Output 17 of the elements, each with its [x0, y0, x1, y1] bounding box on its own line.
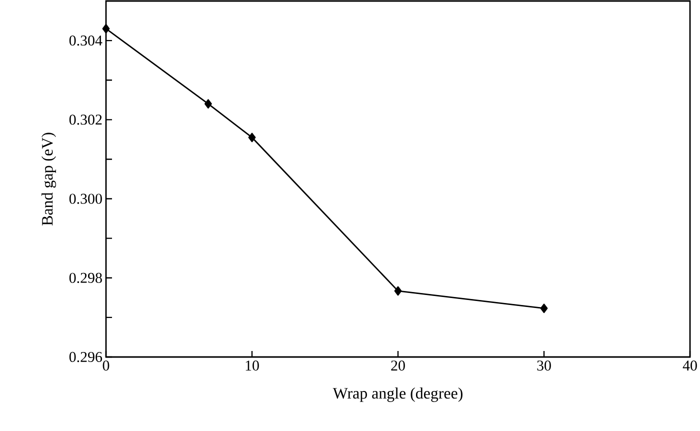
point: [394, 286, 402, 296]
y-tick-label: 0.300: [69, 194, 102, 204]
x-tick-label: 30: [537, 360, 551, 371]
point: [102, 24, 110, 34]
x-axis-title: Wrap angle (degree): [332, 387, 462, 402]
x-tick-label: 20: [391, 360, 405, 371]
x-tick-label: 40: [682, 360, 697, 371]
y-tick-label: 0.302: [69, 114, 102, 125]
x-tick-label: 10: [246, 360, 259, 371]
point: [248, 132, 256, 142]
y-axis-title: Band gap (eV): [42, 132, 56, 226]
point: [204, 99, 212, 109]
y-tick-label: 0.298: [69, 272, 102, 283]
x-tick-label: 0: [102, 360, 110, 371]
y-tick-label: 0.296: [69, 352, 102, 362]
y-tick-label: 0.304: [69, 35, 102, 46]
point: [540, 304, 548, 314]
